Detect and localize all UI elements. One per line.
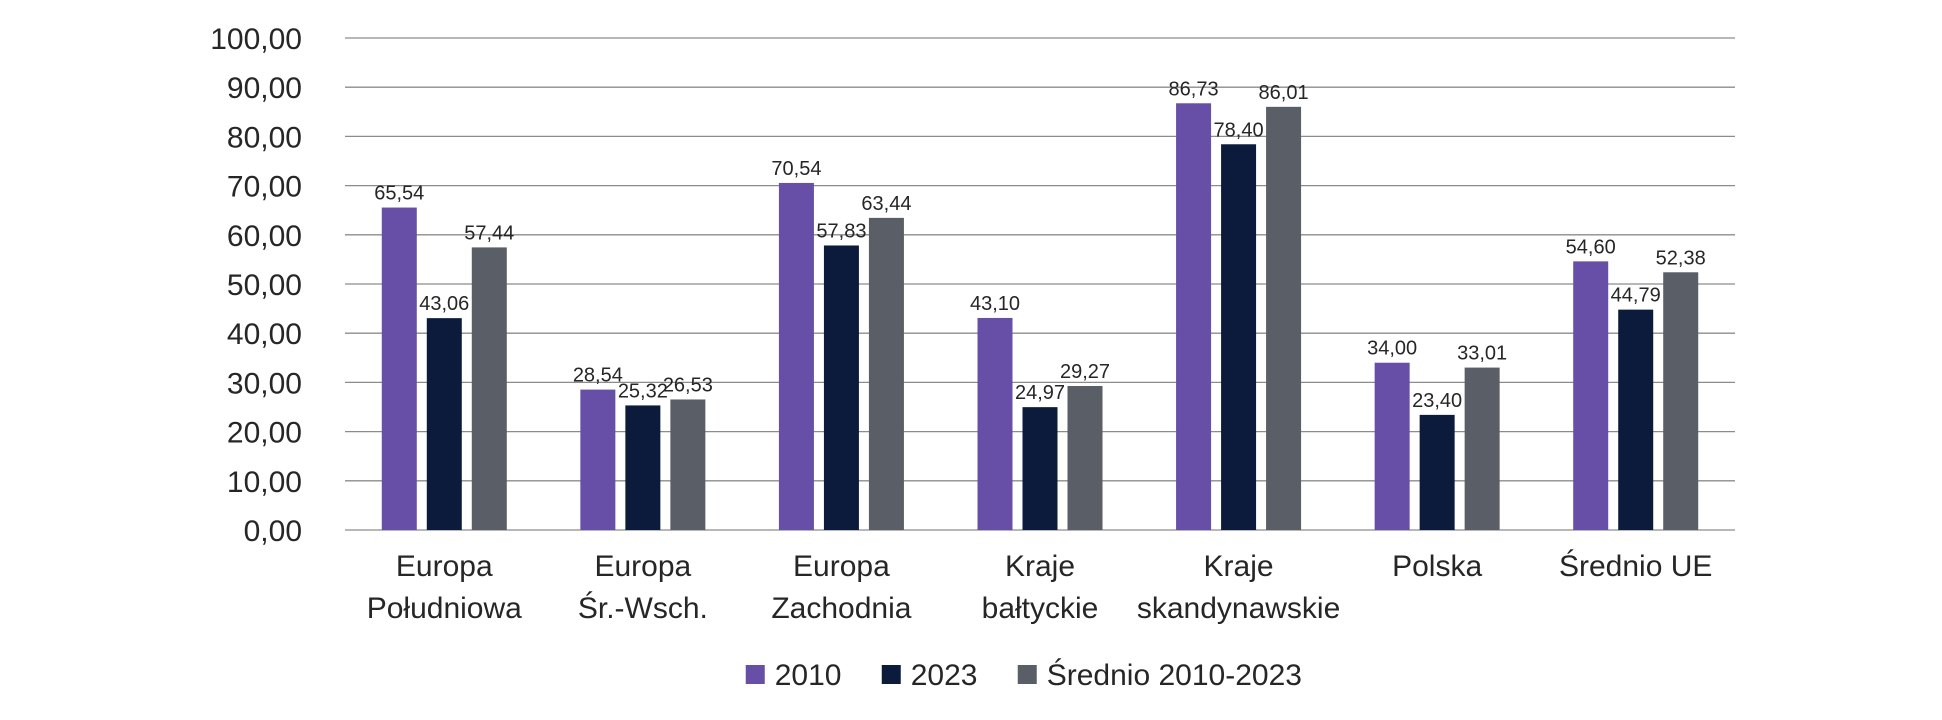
legend-swatch	[881, 665, 901, 684]
y-tick-label: 50,00	[227, 269, 302, 302]
bar	[1176, 103, 1212, 531]
data-label: 57,44	[464, 222, 514, 244]
y-tick-label: 90,00	[227, 72, 302, 105]
bar	[1067, 385, 1103, 530]
bar	[1266, 106, 1302, 530]
data-label: 43,10	[970, 293, 1020, 315]
data-label: 86,01	[1259, 82, 1309, 104]
data-label: 52,38	[1656, 247, 1706, 269]
data-label: 86,73	[1169, 78, 1219, 100]
data-label: 70,54	[771, 158, 821, 180]
data-label: 29,27	[1060, 361, 1110, 383]
bars	[381, 103, 1699, 531]
x-tick-label: Śr.-Wsch.	[578, 591, 708, 625]
bar	[1374, 362, 1410, 530]
y-axis-ticks: 0,00 10,00 20,00 30,00 40,00 50,00 60,00 70,00 8…	[210, 23, 302, 548]
x-tick-label: Zachodnia	[771, 592, 911, 625]
x-tick-label: Polska	[1392, 550, 1482, 583]
data-label: 33,01	[1457, 343, 1507, 365]
legend-label: Średnio 2010-2023	[1047, 658, 1302, 692]
x-tick-label: skandynawskie	[1137, 592, 1340, 625]
bar	[778, 182, 814, 530]
bar	[977, 317, 1013, 530]
y-tick-label: 30,00	[227, 367, 302, 400]
bar	[868, 217, 904, 531]
legend-swatch	[745, 665, 765, 684]
bar	[1419, 414, 1455, 530]
data-label: 23,40	[1412, 390, 1462, 412]
y-tick-label: 10,00	[227, 466, 302, 499]
legend: 2010 2023 Średnio 2010-2023	[745, 658, 1302, 692]
y-tick-label: 70,00	[227, 171, 302, 204]
data-label: 28,54	[573, 365, 623, 387]
data-label: 78,40	[1214, 119, 1264, 141]
legend-label: 2010	[775, 659, 842, 692]
bar	[625, 405, 661, 530]
x-tick-label: Europa	[793, 550, 890, 583]
x-axis-ticks: Europa Południowa Europa Śr.-Wsch. Europa Zac…	[367, 549, 1713, 625]
bar	[823, 245, 859, 531]
x-tick-label: Południowa	[367, 592, 522, 625]
bar	[1221, 144, 1257, 530]
data-label: 65,54	[374, 183, 424, 205]
x-tick-label: Europa	[594, 550, 691, 583]
data-label: 34,00	[1367, 338, 1417, 360]
bar	[670, 399, 706, 530]
x-tick-label: Europa	[396, 550, 493, 583]
y-tick-label: 40,00	[227, 318, 302, 351]
bar	[381, 207, 417, 530]
bar	[471, 247, 507, 530]
y-tick-label: 100,00	[210, 23, 302, 56]
data-label: 63,44	[861, 193, 911, 215]
bar	[1464, 367, 1500, 530]
x-tick-label: bałtyckie	[982, 592, 1099, 625]
data-label: 54,60	[1566, 236, 1616, 258]
y-tick-label: 60,00	[227, 220, 302, 253]
bar	[1573, 261, 1609, 530]
legend-swatch	[1017, 665, 1037, 684]
bar	[1663, 272, 1699, 530]
data-label: 25,32	[618, 380, 668, 402]
bar	[426, 318, 462, 530]
bar	[1022, 407, 1058, 530]
data-label: 24,97	[1015, 382, 1065, 404]
data-label: 43,06	[419, 293, 469, 315]
grid-lines	[345, 37, 1735, 531]
y-tick-label: 80,00	[227, 121, 302, 154]
bar	[580, 389, 616, 530]
x-tick-label: Kraje	[1005, 550, 1075, 583]
bar	[1618, 309, 1654, 530]
x-tick-label: Średnio UE	[1559, 549, 1712, 583]
y-tick-label: 0,00	[244, 515, 302, 548]
data-label: 44,79	[1611, 285, 1661, 307]
x-tick-label: Kraje	[1204, 550, 1274, 583]
y-tick-label: 20,00	[227, 417, 302, 450]
data-label: 26,53	[663, 374, 713, 396]
legend-label: 2023	[911, 659, 978, 692]
data-label: 57,83	[816, 220, 866, 242]
